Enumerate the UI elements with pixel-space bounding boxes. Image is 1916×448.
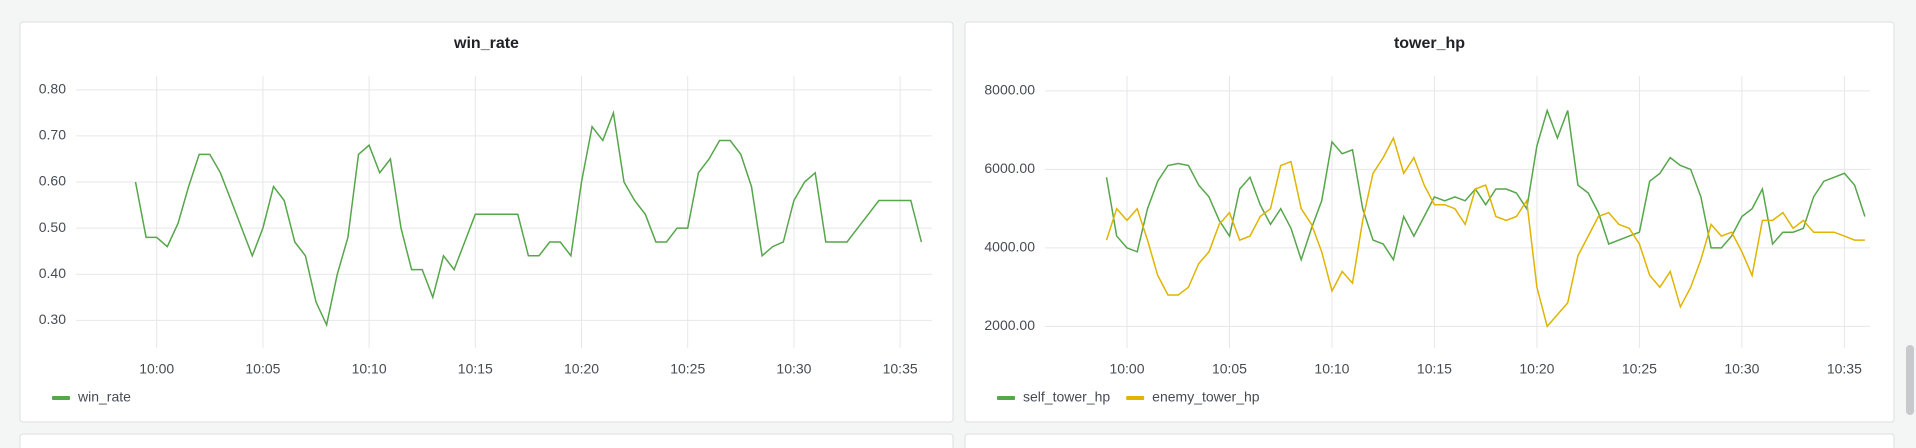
- chart-title: tower_hp: [1394, 35, 1465, 52]
- legend-label: enemy_tower_hp: [1152, 389, 1260, 405]
- y-tick-label: 2000.00: [984, 317, 1035, 333]
- x-tick-label: 10:10: [1314, 361, 1349, 377]
- x-tick-label: 10:25: [1622, 361, 1657, 377]
- x-tick-label: 10:10: [352, 361, 387, 377]
- x-tick-label: 10:30: [1724, 361, 1759, 377]
- panel: [19, 433, 954, 448]
- chart-title: win_rate: [453, 35, 519, 52]
- legend-swatch: [997, 396, 1015, 400]
- y-tick-label: 0.60: [39, 173, 66, 189]
- y-tick-label: 8000.00: [984, 82, 1035, 98]
- x-tick-label: 10:20: [564, 361, 599, 377]
- legend-label: win_rate: [77, 389, 131, 405]
- series-line: [1105, 135, 1865, 328]
- x-tick-label: 10:15: [458, 361, 493, 377]
- x-tick-label: 10:15: [1417, 361, 1452, 377]
- y-tick-label: 0.80: [39, 81, 66, 97]
- panel: [964, 21, 1895, 423]
- x-tick-label: 10:00: [1109, 361, 1144, 377]
- y-tick-label: 0.40: [39, 265, 66, 281]
- x-tick-label: 10:35: [1827, 361, 1862, 377]
- scrollbar[interactable]: [1906, 345, 1914, 415]
- x-tick-label: 10:30: [776, 361, 811, 377]
- x-tick-label: 10:05: [1212, 361, 1247, 377]
- x-tick-label: 10:25: [670, 361, 705, 377]
- legend-label: self_tower_hp: [1023, 389, 1110, 405]
- x-tick-label: 10:05: [245, 361, 280, 377]
- y-tick-label: 0.50: [39, 219, 66, 235]
- legend-swatch: [1126, 396, 1145, 400]
- panel: [19, 21, 954, 423]
- y-tick-label: 0.70: [39, 127, 66, 143]
- panel: [964, 433, 1895, 448]
- y-tick-label: 0.30: [39, 311, 66, 327]
- y-tick-label: 4000.00: [984, 239, 1035, 255]
- x-tick-label: 10:20: [1519, 361, 1554, 377]
- y-tick-label: 6000.00: [984, 160, 1035, 176]
- x-tick-label: 10:00: [139, 361, 174, 377]
- x-tick-label: 10:35: [883, 361, 918, 377]
- legend-swatch: [52, 396, 70, 400]
- series-line: [134, 109, 923, 328]
